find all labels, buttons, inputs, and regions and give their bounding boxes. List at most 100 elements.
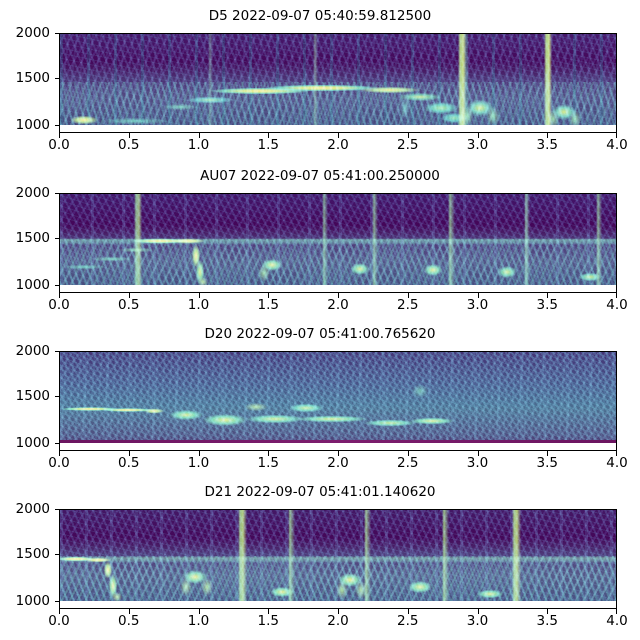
x-tick-label: 2.0	[327, 613, 349, 629]
x-tick-label: 2.5	[397, 137, 419, 153]
y-tick-label: 1000	[15, 593, 50, 609]
x-tick-mark	[268, 293, 270, 298]
x-tick-label: 0.0	[48, 137, 70, 153]
y-tick-label: 1500	[15, 230, 50, 246]
panel-title: AU07 2022-09-07 05:41:00.250000	[200, 168, 440, 184]
x-tick-label: 1.0	[187, 613, 210, 629]
x-tick-label: 1.0	[187, 455, 210, 471]
x-tick-label: 3.5	[536, 455, 558, 471]
y-tick-label: 1000	[15, 277, 50, 293]
noise-layer	[60, 239, 616, 285]
x-tick-mark	[198, 293, 200, 298]
y-tick-mark	[54, 509, 59, 511]
spectrogram-image-d21	[60, 510, 616, 601]
x-tick-mark	[407, 293, 409, 298]
x-tick-mark	[547, 293, 549, 298]
x-tick-mark	[128, 133, 130, 138]
x-tick-mark	[407, 451, 409, 456]
y-tick-label: 1500	[15, 388, 50, 404]
x-tick-label: 0.0	[48, 613, 70, 629]
x-tick-mark	[616, 133, 618, 138]
x-tick-mark	[407, 133, 409, 138]
axes-area-d5	[59, 33, 617, 133]
x-tick-label: 3.0	[466, 137, 489, 153]
x-tick-mark	[128, 609, 130, 614]
x-tick-mark	[407, 609, 409, 614]
x-tick-label: 1.5	[257, 455, 279, 471]
x-tick-label: 1.0	[187, 297, 210, 313]
x-tick-mark	[268, 609, 270, 614]
x-tick-mark	[477, 451, 479, 456]
x-tick-mark	[547, 609, 549, 614]
x-tick-mark	[59, 133, 61, 138]
white-gap	[60, 285, 616, 292]
x-tick-label: 3.0	[466, 455, 489, 471]
x-tick-label: 2.5	[397, 455, 419, 471]
x-tick-mark	[128, 451, 130, 456]
y-tick-mark	[54, 284, 59, 286]
white-gap	[60, 443, 616, 450]
x-tick-label: 4.0	[606, 137, 628, 153]
x-tick-label: 1.5	[257, 137, 279, 153]
y-tick-mark	[54, 554, 59, 556]
x-tick-label: 0.0	[48, 297, 70, 313]
x-tick-label: 2.0	[327, 455, 349, 471]
x-tick-mark	[547, 451, 549, 456]
x-tick-label: 2.5	[397, 297, 419, 313]
x-tick-label: 0.5	[118, 455, 140, 471]
x-tick-label: 3.5	[536, 297, 558, 313]
y-tick-mark	[54, 600, 59, 602]
panel-d5: D5 2022-09-07 05:40:59.812500 2000 1500 …	[0, 0, 640, 160]
y-tick-label: 1000	[15, 435, 50, 451]
panel-title: D5 2022-09-07 05:40:59.812500	[208, 8, 432, 24]
x-tick-label: 0.0	[48, 455, 70, 471]
y-tick-mark	[54, 193, 59, 195]
y-tick-label: 2000	[15, 185, 50, 201]
panel-title: D21 2022-09-07 05:41:01.140620	[204, 484, 436, 500]
spectrogram-image-d20	[60, 352, 616, 443]
x-tick-mark	[338, 293, 340, 298]
panel-au07: AU07 2022-09-07 05:41:00.250000 2000 150…	[0, 158, 640, 318]
y-tick-mark	[54, 442, 59, 444]
x-tick-mark	[268, 451, 270, 456]
x-tick-label: 1.0	[187, 137, 210, 153]
x-tick-label: 3.5	[536, 137, 558, 153]
panel-title: D20 2022-09-07 05:41:00.765620	[204, 326, 436, 342]
x-tick-mark	[338, 609, 340, 614]
x-tick-label: 4.0	[606, 613, 628, 629]
x-tick-label: 3.0	[466, 297, 489, 313]
x-tick-mark	[338, 451, 340, 456]
x-tick-mark	[338, 133, 340, 138]
x-tick-mark	[59, 609, 61, 614]
x-tick-mark	[477, 133, 479, 138]
x-tick-label: 0.5	[118, 297, 140, 313]
x-tick-label: 0.5	[118, 613, 140, 629]
white-gap	[60, 601, 616, 608]
x-tick-mark	[268, 133, 270, 138]
panel-d20: D20 2022-09-07 05:41:00.765620 2000 1500…	[0, 315, 640, 475]
x-tick-mark	[477, 609, 479, 614]
y-tick-label: 1500	[15, 70, 50, 86]
x-tick-mark	[616, 293, 618, 298]
x-tick-label: 3.0	[466, 613, 489, 629]
y-tick-label: 1000	[15, 117, 50, 133]
x-tick-label: 2.5	[397, 613, 419, 629]
spectrogram-image-d5	[60, 34, 616, 125]
x-tick-label: 3.5	[536, 613, 558, 629]
white-gap	[60, 125, 616, 132]
y-tick-mark	[54, 396, 59, 398]
y-tick-label: 2000	[15, 25, 50, 41]
y-tick-mark	[54, 238, 59, 240]
x-tick-mark	[128, 293, 130, 298]
y-tick-mark	[54, 124, 59, 126]
axes-area-au07	[59, 193, 617, 293]
x-tick-mark	[198, 609, 200, 614]
y-tick-label: 2000	[15, 501, 50, 517]
x-tick-mark	[616, 451, 618, 456]
noise-layer	[60, 82, 616, 125]
axes-area-d21	[59, 509, 617, 609]
y-tick-mark	[54, 33, 59, 35]
bottom-band	[60, 440, 616, 443]
x-tick-label: 2.0	[327, 297, 349, 313]
